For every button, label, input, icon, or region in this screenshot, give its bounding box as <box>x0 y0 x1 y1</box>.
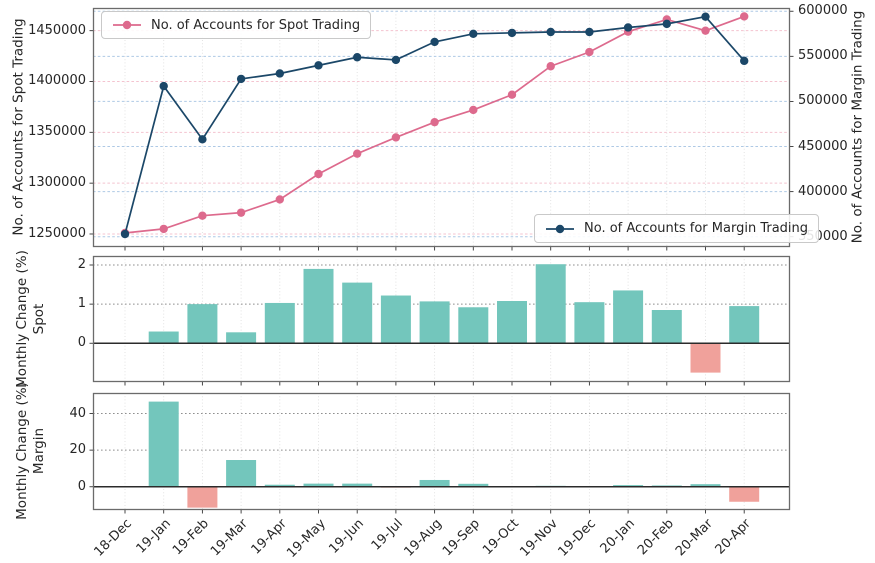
change-bar <box>690 484 721 487</box>
spot-y-tick-label: 1250000 <box>28 225 86 241</box>
margin-marker <box>740 56 749 66</box>
margin-change-bar-chart <box>89 392 791 514</box>
change-bar <box>226 332 257 344</box>
margin-marker <box>623 23 633 32</box>
margin-marker <box>275 69 284 78</box>
spot-change-bar-chart-y-tick-label: 0 <box>77 335 86 351</box>
spot-marker <box>275 195 284 204</box>
change-bar <box>458 307 489 344</box>
spot-change-bar-chart <box>89 255 791 386</box>
margin-y-tick-label: 500000 <box>798 93 848 109</box>
margin-y-tick-label: 550000 <box>798 48 848 64</box>
panel-border <box>92 255 791 383</box>
margin-change-bar-chart-y-tick-label: 40 <box>69 405 86 421</box>
spot-y-tick-label: 1400000 <box>28 73 86 89</box>
margin-marker <box>469 29 478 38</box>
change-bar <box>342 483 373 487</box>
spot-legend-marker-icon <box>113 20 141 30</box>
change-bar <box>187 304 218 344</box>
change-bar <box>419 301 450 344</box>
panel-border <box>92 392 791 511</box>
margin-marker <box>430 37 439 47</box>
margin-marker <box>662 19 671 29</box>
margin-marker <box>507 28 517 38</box>
change-bar <box>458 483 489 487</box>
margin-marker <box>391 55 401 65</box>
margin-y-axis-title: No. of Accounts for Margin Trading <box>849 10 866 244</box>
margin-marker <box>314 61 323 70</box>
spot-change-bar-chart-y-tick-label: 2 <box>77 257 86 272</box>
margin-y-tick-label: 400000 <box>798 183 848 199</box>
accounts-line-chart <box>89 7 794 251</box>
legend-spot-label: No. of Accounts for Spot Trading <box>151 17 361 33</box>
spot-marker <box>740 12 749 21</box>
margin-marker <box>585 27 594 37</box>
margin-marker <box>236 74 246 84</box>
spot-y-tick-label: 1300000 <box>28 175 86 191</box>
margin-marker <box>701 12 710 21</box>
legend-margin: No. of Accounts for Margin Trading <box>534 214 820 243</box>
spot-marker <box>198 211 207 220</box>
change-bar <box>574 302 605 344</box>
change-bar <box>651 310 682 344</box>
change-bar <box>342 282 373 344</box>
change-bar <box>613 485 644 487</box>
spot-marker <box>469 105 478 115</box>
change-bar <box>148 331 179 344</box>
spot-marker <box>353 149 362 158</box>
spot-marker <box>430 117 439 127</box>
margin-marker <box>198 135 207 144</box>
change-bar <box>690 343 721 373</box>
spot-marker <box>507 90 517 99</box>
spot-y-tick-label: 1450000 <box>28 22 86 38</box>
spot-y-tick-label: 1350000 <box>28 124 86 140</box>
spot-marker <box>585 47 594 57</box>
spot-marker <box>314 169 323 179</box>
change-bar <box>380 295 411 344</box>
margin-marker <box>120 229 130 239</box>
spot-marker <box>546 62 555 71</box>
change-bar <box>729 486 760 502</box>
legend-margin-label: No. of Accounts for Margin Trading <box>584 221 809 236</box>
change-bar <box>303 483 334 487</box>
change-bar <box>148 401 179 487</box>
change-bar <box>729 306 760 344</box>
change-bar <box>264 484 295 487</box>
change-bar <box>613 290 644 344</box>
change-bar <box>419 479 450 487</box>
margin-legend-marker-icon <box>546 224 574 233</box>
change-bar <box>535 264 566 344</box>
change-bar <box>226 460 257 487</box>
spot-marker <box>701 26 710 35</box>
legend-spot: No. of Accounts for Spot Trading <box>101 11 372 39</box>
margin-change-bar-chart-y-tick-label: 0 <box>77 478 86 494</box>
margin-marker <box>546 27 555 37</box>
margin-y-tick-label: 600000 <box>798 3 848 19</box>
panel-border <box>92 7 791 248</box>
margin-marker <box>159 81 168 91</box>
spot-marker <box>236 208 246 217</box>
margin-change-bar-chart-y-tick-label: 20 <box>69 442 86 458</box>
margin-marker <box>353 53 362 62</box>
spot-marker <box>391 133 401 142</box>
spot-marker <box>159 224 168 234</box>
margin-series <box>120 12 749 239</box>
spot-change-bar-chart-y-tick-label: 1 <box>77 296 86 312</box>
change-bar <box>264 302 295 344</box>
change-bar <box>303 268 334 344</box>
change-bar <box>497 301 527 344</box>
change-bar <box>187 486 218 508</box>
margin-y-tick-label: 450000 <box>798 138 848 154</box>
